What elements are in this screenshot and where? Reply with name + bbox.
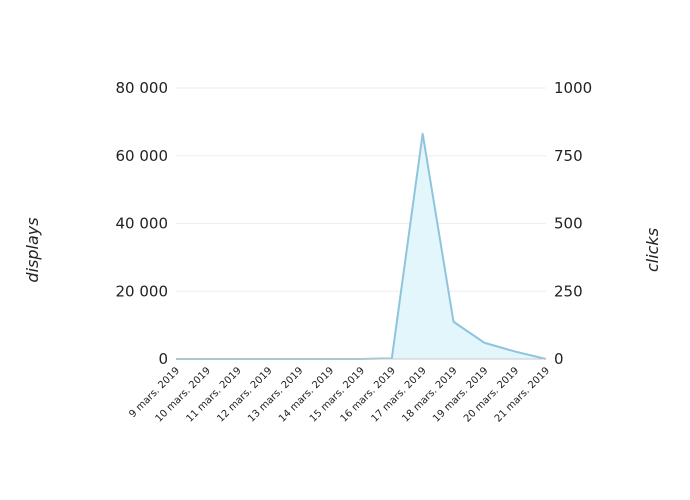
right-tick-label: 1000 <box>554 79 592 97</box>
x-tick-label: 10 mars. 2019 <box>154 365 213 424</box>
left-axis-title: displays <box>23 217 42 282</box>
right-tick-label: 0 <box>554 350 564 368</box>
x-tick-label: 15 mars. 2019 <box>308 365 367 424</box>
x-tick-label: 17 mars. 2019 <box>369 365 428 424</box>
area-layer <box>175 132 547 360</box>
x-tick-label: 14 mars. 2019 <box>277 365 336 424</box>
x-tick-label: 20 mars. 2019 <box>462 365 521 424</box>
x-tick-label: 18 mars. 2019 <box>400 365 459 424</box>
right-tick-label: 250 <box>554 282 583 300</box>
grid-layer <box>176 87 546 292</box>
x-tick-label: 19 mars. 2019 <box>431 365 490 424</box>
left-tick-label: 40 000 <box>116 215 169 233</box>
x-tick-label: 21 mars. 2019 <box>493 365 552 424</box>
right-axis-title: clicks <box>643 228 662 272</box>
right-tick-label: 500 <box>554 215 583 233</box>
left-tick-label: 20 000 <box>116 282 169 300</box>
x-tick-label: 13 mars. 2019 <box>246 365 305 424</box>
area-fill <box>176 133 546 359</box>
left-tick-label: 60 000 <box>116 147 169 165</box>
x-tick-label: 12 mars. 2019 <box>215 365 274 424</box>
x-tick-label: 16 mars. 2019 <box>339 365 398 424</box>
left-tick-label: 80 000 <box>116 79 169 97</box>
right-tick-label: 750 <box>554 147 583 165</box>
left-tick-label: 0 <box>158 350 168 368</box>
series-line <box>176 132 547 360</box>
x-tick-label: 11 mars. 2019 <box>184 365 243 424</box>
